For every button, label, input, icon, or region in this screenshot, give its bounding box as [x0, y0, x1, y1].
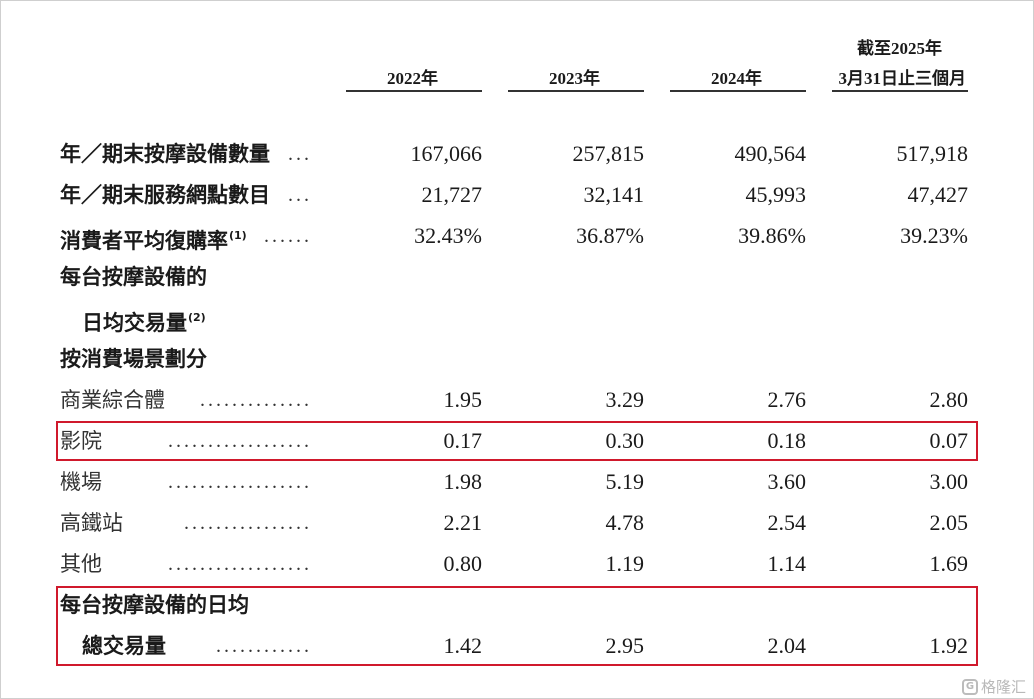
leader-dots: ................: [184, 512, 312, 534]
cell-2024: 490,564: [734, 141, 807, 166]
table-row-mall: 商業綜合體 .............. 1.95 3.29 2.76 2.80: [0, 380, 1034, 420]
cell-2023: 1.19: [605, 551, 645, 576]
row-label: 商業綜合體: [60, 388, 165, 412]
table-row-repurchase: 消費者平均復購率(1) ...... 32.43% 36.87% 39.86% …: [0, 216, 1034, 256]
header-2025q1-line1: 截至2025年: [857, 39, 942, 58]
cell-2024: 45,993: [745, 182, 807, 207]
cell-2025q1: 1.69: [929, 551, 969, 576]
cell-2025q1: 1.92: [929, 633, 969, 658]
table-row-outlets: 年／期末服務網點數目 ... 21,727 32,141 45,993 47,4…: [0, 175, 1034, 215]
section-header-daily-2: 日均交易量(2): [0, 298, 1034, 338]
cell-2023: 4.78: [605, 510, 645, 535]
row-label: 高鐵站: [60, 511, 123, 535]
table-row-airport: 機場 .................. 1.98 5.19 3.60 3.0…: [0, 462, 1034, 502]
section-header-scenario: 按消費場景劃分: [0, 339, 1034, 379]
watermark-text: 格隆汇: [980, 678, 1026, 696]
cell-2022: 1.95: [443, 387, 483, 412]
header-2022: 2022年: [387, 69, 438, 88]
cell-2022: 1.42: [443, 633, 483, 658]
row-label: 按消費場景劃分: [60, 347, 207, 371]
cell-2025q1: 517,918: [896, 141, 969, 166]
footnote-mark: (2): [188, 311, 206, 324]
row-label: 每台按摩設備的日均: [60, 593, 249, 617]
cell-2022: 32.43%: [414, 223, 482, 248]
row-label-text: 日均交易量: [82, 311, 187, 335]
cell-2023: 0.30: [605, 428, 645, 453]
leader-dots: ..............: [200, 389, 312, 411]
cell-2023: 2.95: [605, 633, 645, 658]
leader-dots: ...: [288, 184, 312, 206]
cell-2025q1: 2.05: [929, 510, 969, 535]
row-label: 年／期末服務網點數目: [60, 183, 270, 207]
leader-dots: ...: [288, 143, 312, 165]
cell-2022: 0.17: [443, 428, 483, 453]
watermark-logo-icon: G: [961, 678, 978, 695]
leader-dots: ..................: [168, 430, 312, 452]
row-label: 日均交易量(2): [82, 298, 206, 338]
cell-2024: 1.14: [767, 551, 807, 576]
table-row-cinema: 影院 .................. 0.17 0.30 0.18 0.0…: [0, 421, 1034, 461]
cell-2023: 257,815: [572, 141, 645, 166]
highlight-box-cinema: [56, 421, 978, 461]
cell-2023: 3.29: [605, 387, 645, 412]
cell-2022: 21,727: [421, 182, 483, 207]
cell-2022: 167,066: [410, 141, 483, 166]
row-label: 總交易量: [82, 634, 166, 658]
row-label: 影院: [60, 429, 102, 453]
cell-2024: 2.76: [767, 387, 807, 412]
header-rule-2025q1: [832, 90, 968, 92]
header-rule-2024: [670, 90, 806, 92]
header-rule-2022: [346, 90, 482, 92]
table-row-devices: 年／期末按摩設備數量 ... 167,066 257,815 490,564 5…: [0, 134, 1034, 174]
table-row-other: 其他 .................. 0.80 1.19 1.14 1.6…: [0, 544, 1034, 584]
header-2024: 2024年: [711, 69, 762, 88]
header-rule-2023: [508, 90, 644, 92]
row-label: 其他: [60, 552, 102, 576]
leader-dots: ......: [264, 225, 312, 247]
row-label: 年／期末按摩設備數量: [60, 142, 270, 166]
cell-2025q1: 47,427: [907, 182, 969, 207]
row-label: 機場: [60, 470, 102, 494]
cell-2025q1: 0.07: [929, 428, 969, 453]
footnote-mark: (1): [229, 229, 247, 242]
row-label-text: 消費者平均復購率: [60, 229, 228, 253]
leader-dots: ..................: [168, 553, 312, 575]
row-label: 每台按摩設備的: [60, 265, 207, 289]
cell-2023: 32,141: [583, 182, 645, 207]
watermark: G 格隆汇: [961, 676, 1026, 697]
table-row-hsr: 高鐵站 ................ 2.21 4.78 2.54 2.05: [0, 503, 1034, 543]
cell-2023: 36.87%: [576, 223, 644, 248]
cell-2022: 2.21: [443, 510, 483, 535]
cell-2022: 0.80: [443, 551, 483, 576]
leader-dots: ..................: [168, 471, 312, 493]
cell-2022: 1.98: [443, 469, 483, 494]
header-2025q1-line2: 3月31日止三個月: [838, 69, 967, 88]
header-2023: 2023年: [549, 69, 600, 88]
highlight-box-total: [56, 586, 978, 666]
row-label: 消費者平均復購率(1): [60, 216, 247, 256]
cell-2024: 0.18: [767, 428, 807, 453]
cell-2025q1: 39.23%: [900, 223, 968, 248]
cell-2024: 39.86%: [738, 223, 806, 248]
cell-2024: 2.54: [767, 510, 807, 535]
table-row-total: 總交易量 ............ 1.42 2.95 2.04 1.92: [0, 626, 1034, 666]
cell-2023: 5.19: [605, 469, 645, 494]
cell-2025q1: 3.00: [929, 469, 969, 494]
cell-2025q1: 2.80: [929, 387, 969, 412]
cell-2024: 3.60: [767, 469, 807, 494]
cell-2024: 2.04: [767, 633, 807, 658]
leader-dots: ............: [216, 635, 312, 657]
section-header-daily-1: 每台按摩設備的: [0, 257, 1034, 297]
section-header-total: 每台按摩設備的日均: [0, 585, 1034, 625]
